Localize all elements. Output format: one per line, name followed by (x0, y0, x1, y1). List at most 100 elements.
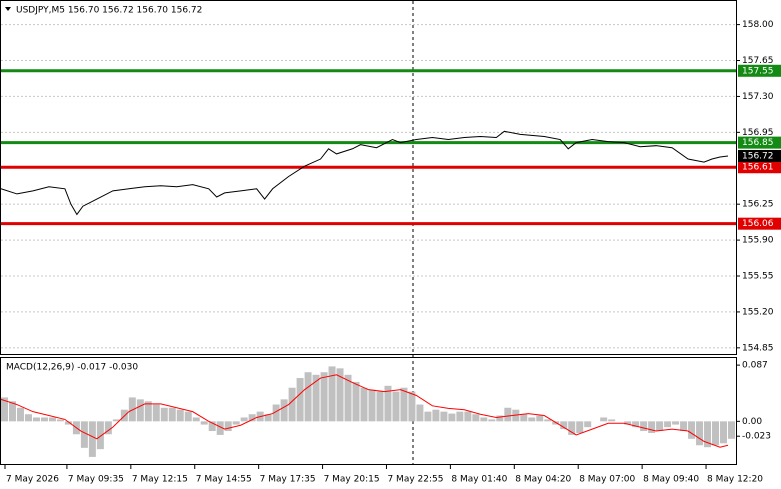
histogram-bar (560, 421, 568, 430)
x-tick-label: 8 May 09:40 (643, 475, 699, 485)
level-label: 156.61 (742, 163, 774, 173)
macd-panel-frame (0, 357, 737, 465)
histogram-bar (584, 421, 592, 428)
y-tick-label: 0.087 (742, 361, 768, 371)
y-tick-label: 0.00 (742, 417, 762, 427)
histogram-bar (432, 409, 440, 422)
histogram-bar (568, 421, 576, 435)
x-tick-label: 8 May 12:20 (707, 475, 763, 485)
histogram-bar (336, 368, 344, 422)
histogram-bar (624, 421, 632, 425)
histogram-bar (216, 421, 224, 435)
histogram-bar (728, 421, 735, 439)
y-tick-label: 156.25 (742, 200, 774, 210)
histogram-bar (64, 421, 72, 425)
histogram-bar (240, 417, 248, 422)
y-tick-label: 156.95 (742, 128, 774, 138)
level-label-box (738, 161, 781, 174)
y-tick-label: 154.85 (742, 343, 774, 353)
y-tick-label: 157.65 (742, 56, 774, 66)
level-label-box (738, 217, 781, 230)
histogram-bar (56, 419, 64, 422)
level-label: 156.85 (742, 138, 774, 148)
x-tick-label: 7 May 22:55 (387, 475, 443, 485)
histogram-bar (472, 414, 480, 422)
histogram-bar (384, 385, 392, 422)
histogram-bar (224, 421, 232, 432)
histogram-bar (104, 421, 112, 435)
histogram-bar (248, 414, 256, 422)
histogram-bar (48, 417, 56, 422)
histogram-bar (576, 421, 584, 433)
histogram-bar (128, 397, 136, 422)
histogram-bar (24, 414, 32, 422)
histogram-bar (152, 404, 160, 422)
x-tick-label: 7 May 14:55 (196, 475, 252, 485)
histogram-bar (704, 421, 712, 448)
title-arrow (5, 7, 11, 11)
histogram-bar (112, 419, 120, 422)
histogram-bar (360, 387, 368, 422)
histogram-bar (280, 399, 288, 422)
macd-title: MACD(12,26,9) -0.017 -0.030 (6, 363, 138, 373)
signal-line (0, 374, 729, 448)
histogram-bar (664, 421, 672, 428)
histogram-bar (144, 401, 152, 422)
x-tick-label: 8 May 04:20 (515, 475, 571, 485)
y-tick-label: 158.00 (742, 20, 774, 30)
histogram-bar (192, 417, 200, 422)
histogram-bar (712, 421, 720, 446)
histogram-bar (184, 411, 192, 422)
y-tick-label: -0.023 (742, 432, 771, 442)
histogram-bar (304, 372, 312, 422)
y-tick-label: 155.20 (742, 307, 774, 317)
histogram-bar (456, 411, 464, 422)
y-tick-label: 155.55 (742, 272, 774, 282)
histogram-bar (672, 421, 680, 425)
histogram-bar (136, 399, 144, 422)
histogram-bar (400, 387, 408, 422)
histogram-bar (8, 401, 16, 422)
histogram-bar (696, 421, 704, 446)
histogram-bar (232, 421, 240, 425)
histogram-bar (464, 411, 472, 422)
histogram-bar (656, 421, 664, 432)
histogram-bar (720, 421, 728, 444)
x-tick-label: 7 May 17:35 (260, 475, 316, 485)
level-label: 157.55 (742, 66, 774, 76)
histogram-bar (40, 417, 48, 422)
histogram-bar (88, 421, 96, 457)
histogram-bar (208, 421, 216, 432)
level-label: 156.06 (742, 219, 774, 229)
histogram-bar (96, 421, 104, 450)
histogram-bar (320, 372, 328, 422)
histogram-bar (168, 407, 176, 422)
last-price-label: 156.72 (742, 151, 774, 161)
histogram-bar (32, 417, 40, 422)
histogram-bar (392, 391, 400, 422)
histogram-bar (328, 366, 336, 422)
x-tick-label: 7 May 12:15 (132, 475, 188, 485)
histogram-bar (528, 417, 536, 422)
histogram-bar (520, 414, 528, 422)
histogram-bar (264, 414, 272, 422)
histogram-bar (296, 378, 304, 422)
histogram-bar (344, 374, 352, 422)
histogram-bar (408, 391, 416, 422)
histogram-bar (680, 421, 688, 432)
histogram-bar (488, 419, 496, 422)
level-label-box (738, 136, 781, 149)
x-tick-label: 8 May 01:40 (451, 475, 507, 485)
histogram-bar (448, 413, 456, 422)
histogram-bar (80, 421, 88, 448)
histogram-bar (272, 404, 280, 422)
histogram-bar (200, 421, 208, 425)
level-label-box (738, 64, 781, 77)
histogram-bar (1, 397, 8, 422)
x-tick-label: 7 May 20:15 (324, 475, 380, 485)
histogram-bar (600, 417, 608, 422)
x-tick-label: 7 May 09:35 (68, 475, 124, 485)
histogram-bar (688, 421, 696, 439)
histogram-bar (544, 419, 552, 422)
